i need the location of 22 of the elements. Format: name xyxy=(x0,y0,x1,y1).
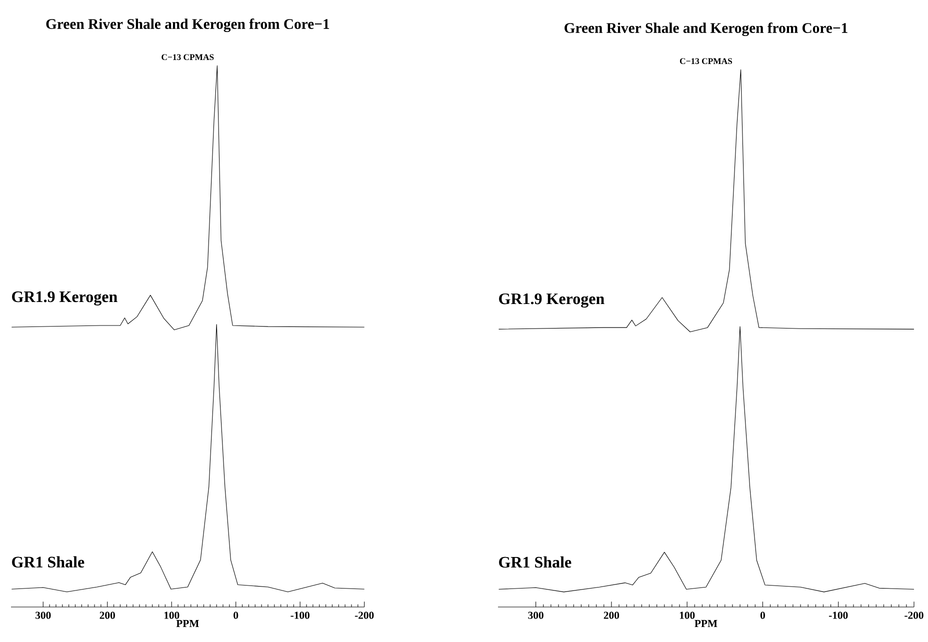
x-tick-label: 0 xyxy=(234,612,238,619)
series-label: GR1.9 Kerogen xyxy=(12,291,118,306)
series-label: GR1 Shale xyxy=(12,556,84,568)
x-tick-label: 0 xyxy=(760,612,765,619)
x-axis-title: PPM xyxy=(694,620,718,628)
x-tick-label: 200 xyxy=(100,612,115,619)
x-tick-label: 200 xyxy=(604,612,620,619)
series-label: GR1.9 Kerogen xyxy=(499,293,604,308)
x-tick-label: 300 xyxy=(528,612,544,619)
x-tick-label: -100 xyxy=(828,612,848,619)
x-tick-label: 100 xyxy=(680,612,695,619)
x-tick-label: 300 xyxy=(36,612,51,619)
chart-title: Green River Shale and Kerogen from Core−1 xyxy=(46,18,330,32)
x-tick-label: -200 xyxy=(904,612,924,619)
x-axis-title: PPM xyxy=(176,620,199,628)
chart-subtitle: C−13 CPMAS xyxy=(680,58,732,64)
x-tick-label: 100 xyxy=(164,612,180,619)
series-label: GR1 Shale xyxy=(499,556,572,568)
chart-subtitle: C−13 CPMAS xyxy=(162,54,214,60)
chart-title: Green River Shale and Kerogen from Core−1 xyxy=(564,22,848,36)
x-tick-label: -100 xyxy=(290,612,310,619)
x-tick-label: -200 xyxy=(354,612,374,619)
